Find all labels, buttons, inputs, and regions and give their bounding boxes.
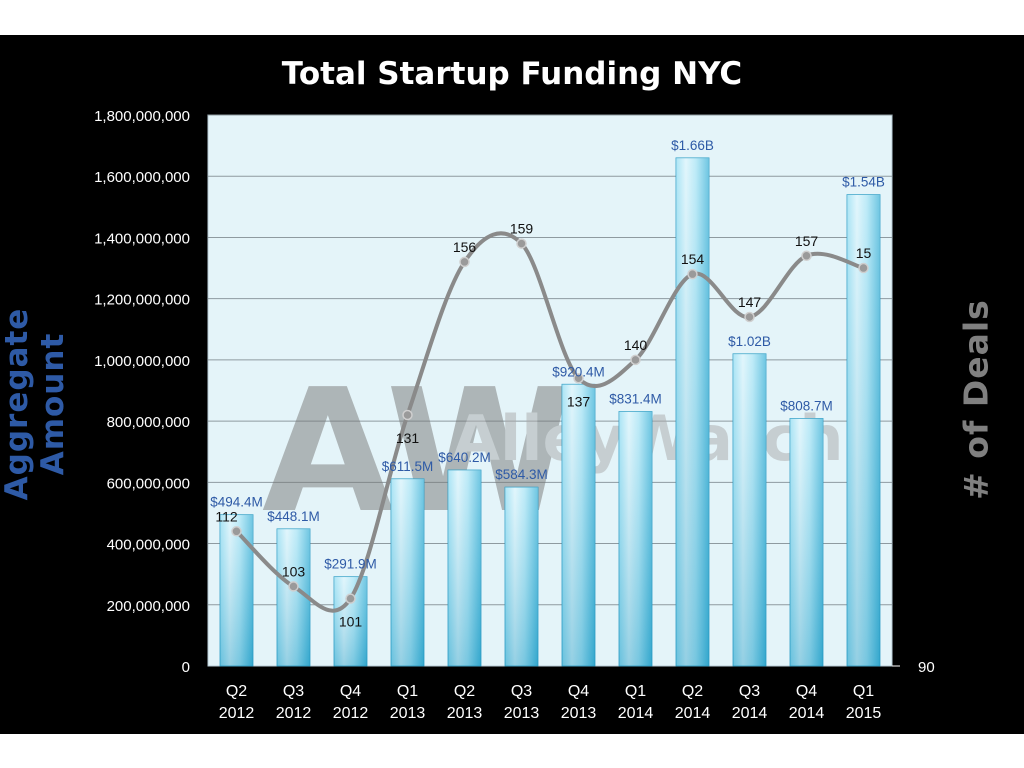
bar-shade xyxy=(334,576,367,666)
bar-shade xyxy=(790,418,823,666)
x-tick-label-quarter: Q2 xyxy=(682,683,703,700)
x-tick-label-quarter: Q3 xyxy=(283,683,304,700)
y-tick-label: 600,000,000 xyxy=(107,475,190,492)
value-labels: $494.4M $448.1M $291.9M $611.5M $640.2M $584.… xyxy=(210,138,885,572)
x-tick-label-year: 2013 xyxy=(504,705,540,722)
bar-value-label: $1.02B xyxy=(728,334,771,349)
x-tick-label-year: 2012 xyxy=(276,705,312,722)
deals-label: 15 xyxy=(856,245,872,261)
bar-shade xyxy=(676,157,709,666)
bar-value-label: $1.54B xyxy=(842,175,885,190)
x-tick-label-year: 2013 xyxy=(561,705,597,722)
deals-point xyxy=(345,593,356,604)
bars xyxy=(219,157,881,667)
y-tick-label: 400,000,000 xyxy=(107,537,190,554)
y-tick-label: 1,800,000,000 xyxy=(94,108,190,125)
x-tick-label-year: 2014 xyxy=(732,705,768,722)
bar-value-label: $640.2M xyxy=(438,450,491,465)
deals-label: 137 xyxy=(567,393,591,409)
deals-label: 101 xyxy=(339,614,363,630)
bar-value-label: $1.66B xyxy=(671,138,714,153)
deals-line: 112 103 101 131 156 159 137 140 154 147 157 15 xyxy=(215,221,871,630)
bar-value-label: $808.7M xyxy=(780,398,833,413)
bar-value-label: $448.1M xyxy=(267,509,320,524)
bar-shade xyxy=(220,514,253,666)
deals-point xyxy=(402,409,413,421)
bar-shade xyxy=(277,528,310,666)
deals-label: 131 xyxy=(396,430,420,446)
x-tick-label-year: 2012 xyxy=(219,705,255,722)
x-tick-label-quarter: Q4 xyxy=(568,683,589,700)
y2-tick-label: 90 xyxy=(918,659,935,676)
y-tick-label: 1,200,000,000 xyxy=(94,292,190,309)
y-tick-label: 0 xyxy=(182,659,190,676)
x-tick-label-year: 2014 xyxy=(789,705,825,722)
deals-label: 159 xyxy=(510,221,534,237)
x-tick-label-quarter: Q1 xyxy=(625,683,646,700)
bar-value-label: $920.4M xyxy=(552,364,605,379)
chart-title: Total Startup Funding NYC xyxy=(281,56,743,92)
deals-point xyxy=(573,373,584,384)
y-tick-label: 1,600,000,000 xyxy=(94,169,190,186)
y-tick-label: 200,000,000 xyxy=(107,598,190,615)
x-tick-label-quarter: Q2 xyxy=(226,683,247,700)
deals-point xyxy=(687,268,698,280)
x-tick-label-year: 2013 xyxy=(390,705,426,722)
deals-label: 147 xyxy=(738,294,762,310)
deals-point xyxy=(630,354,641,366)
deals-point xyxy=(801,250,812,262)
bar-shade xyxy=(619,411,652,666)
y-tick-label: 1,000,000,000 xyxy=(94,353,190,370)
x-tick-label-year: 2015 xyxy=(846,705,882,722)
bar-value-label: $831.4M xyxy=(609,391,662,406)
x-tick-label-year: 2012 xyxy=(333,705,369,722)
bar-shade xyxy=(448,470,481,666)
deals-point xyxy=(744,311,755,323)
x-tick-label-quarter: Q3 xyxy=(739,683,760,700)
deals-label: 157 xyxy=(795,233,819,249)
deals-point xyxy=(516,238,527,249)
x-tick-label-year: 2013 xyxy=(447,705,483,722)
y-tick-label: 800,000,000 xyxy=(107,414,190,431)
bar-shade xyxy=(733,353,766,666)
bar-value-label: $291.9M xyxy=(324,557,377,572)
deals-point xyxy=(288,581,299,592)
y-tick-labels: 0 200,000,000 400,000,000 600,000,000 800,00… xyxy=(94,108,935,676)
x-tick-label-year: 2014 xyxy=(675,705,711,722)
deals-label: 112 xyxy=(215,508,238,524)
deals-point xyxy=(231,526,242,537)
x-tick-label-quarter: Q4 xyxy=(340,683,361,700)
x-tick-label-quarter: Q1 xyxy=(397,683,418,700)
bar-shade xyxy=(562,384,595,666)
bar-shade xyxy=(505,487,538,666)
x-tick-label-quarter: Q3 xyxy=(511,683,532,700)
deals-label: 154 xyxy=(681,251,705,267)
x-tick-label-quarter: Q2 xyxy=(454,683,475,700)
bar-shade xyxy=(391,478,424,666)
x-tick-label-quarter: Q1 xyxy=(853,683,874,700)
x-tick-label-quarter: Q4 xyxy=(796,683,817,700)
y-tick-label: 1,400,000,000 xyxy=(94,230,190,247)
gridlines xyxy=(208,114,892,606)
x-tick-labels: Q2 2012 Q3 2012 Q4 2012 Q1 2013 Q2 2013 Q3 2013 Q4 20… xyxy=(219,683,882,722)
bar-value-label: $584.3M xyxy=(495,467,548,482)
bar-value-label: $611.5M xyxy=(382,459,434,474)
deals-label: 140 xyxy=(624,337,648,353)
deals-point xyxy=(858,262,869,274)
plot-area xyxy=(207,114,893,667)
deals-label: 156 xyxy=(453,239,477,255)
deals-label: 103 xyxy=(282,563,306,579)
bar-value-label: $494.4M xyxy=(210,495,263,510)
x-tick-label-year: 2014 xyxy=(618,705,654,722)
deals-point xyxy=(459,256,470,268)
